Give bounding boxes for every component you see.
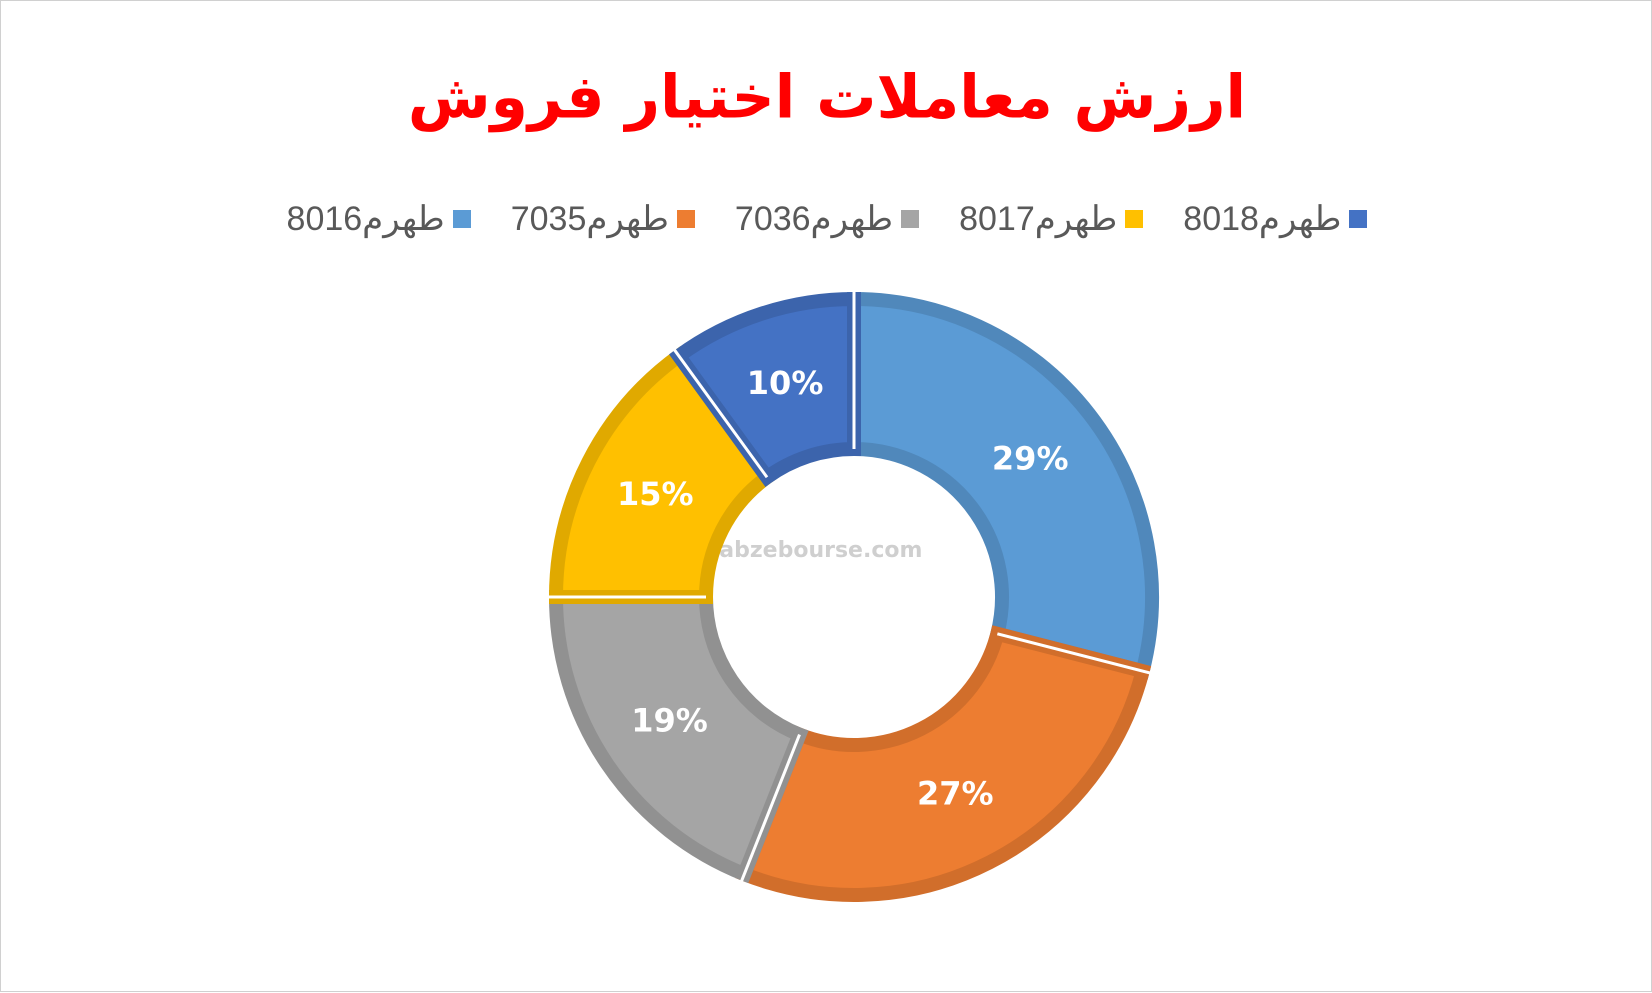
legend-label: طهرم8018 bbox=[1183, 200, 1342, 238]
legend-swatch bbox=[901, 210, 920, 228]
legend-item: طهرم7035 bbox=[511, 199, 695, 239]
legend-label: طهرم8016 bbox=[286, 200, 445, 238]
legend-label: طهرم8017 bbox=[959, 200, 1118, 238]
data-label: 10% bbox=[747, 364, 824, 402]
legend-label: طهرم7036 bbox=[734, 200, 894, 238]
legend-swatch bbox=[452, 210, 471, 228]
legend-item: طهرم8018 bbox=[1183, 199, 1368, 239]
chart-title: ارزش معاملات اختیار فروش bbox=[408, 63, 1246, 133]
legend-item: طهرم8016 bbox=[287, 199, 471, 239]
legend: طهرم8016 طهرم7035 طهرم7036 طهرم8017 طهرم8018 bbox=[1, 199, 1652, 239]
data-label: 19% bbox=[631, 701, 708, 739]
data-label: 29% bbox=[992, 439, 1069, 477]
legend-swatch bbox=[1349, 210, 1368, 228]
legend-swatch bbox=[676, 210, 695, 228]
legend-label: طهرم7035 bbox=[510, 200, 669, 238]
donut-slice bbox=[847, 291, 1159, 680]
donut-slice bbox=[735, 625, 1152, 902]
legend-swatch bbox=[1125, 210, 1144, 228]
donut-slice bbox=[548, 590, 809, 884]
legend-item: طهرم7036 bbox=[734, 199, 920, 239]
legend-item: طهرم8017 bbox=[959, 199, 1144, 239]
watermark: nabzebourse.com bbox=[704, 538, 923, 563]
data-label: 15% bbox=[617, 475, 694, 513]
slice-separator bbox=[739, 734, 801, 883]
slice-separator bbox=[996, 632, 1151, 675]
slice-separator bbox=[672, 348, 769, 479]
data-label: 27% bbox=[917, 775, 994, 813]
